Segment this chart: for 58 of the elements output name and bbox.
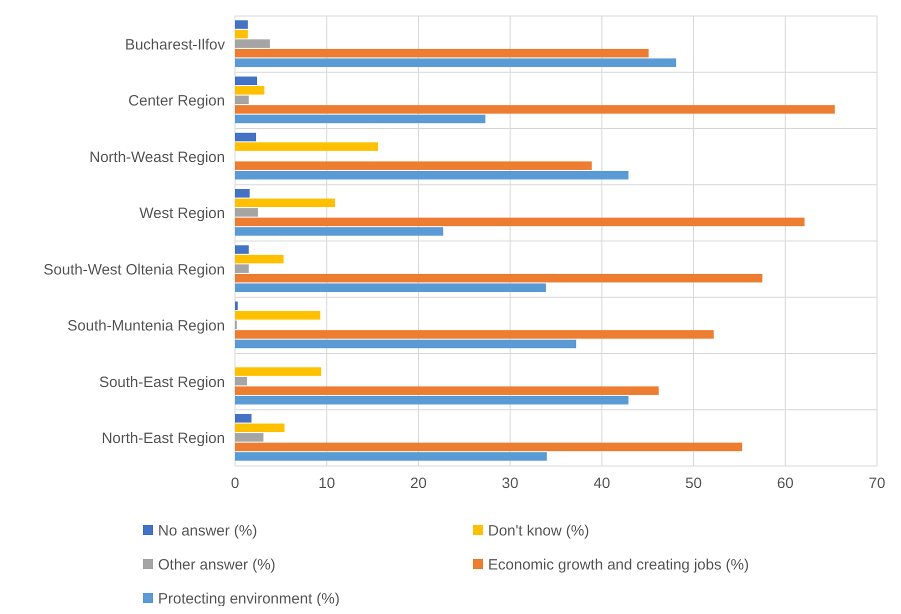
bar — [235, 330, 714, 339]
bar — [235, 274, 762, 282]
bar — [235, 48, 649, 58]
bar — [235, 311, 320, 320]
x-tick-label: 70 — [868, 475, 886, 492]
bar — [235, 96, 249, 104]
legend-label: Economic growth and creating jobs (%) — [488, 556, 749, 574]
bar — [235, 20, 248, 29]
bar — [235, 424, 285, 432]
bar — [235, 442, 742, 452]
y-tick-label: Bucharest-Ilfov — [124, 36, 226, 54]
bar — [235, 376, 247, 386]
bar — [235, 245, 249, 254]
x-tick-label: 50 — [685, 475, 702, 492]
x-tick-label: 60 — [776, 475, 794, 492]
bar — [235, 433, 264, 442]
bar — [235, 386, 659, 395]
bar — [235, 86, 264, 95]
bar — [235, 58, 676, 67]
bar — [235, 218, 805, 226]
bar — [235, 198, 335, 208]
y-tick-label: South-East Region — [99, 374, 225, 391]
y-tick-label: North-East Region — [102, 430, 225, 448]
bar — [235, 227, 444, 236]
bar — [235, 302, 238, 310]
y-tick-label: Center Region — [128, 92, 225, 110]
bar — [235, 340, 576, 348]
x-tick-label: 30 — [502, 475, 518, 492]
y-tick-label: North-Weast Region — [89, 148, 225, 166]
bar — [235, 414, 252, 423]
bar — [235, 39, 270, 48]
bar — [235, 189, 250, 198]
x-tick-label: 0 — [230, 475, 240, 492]
y-tick-label: South-West Oltenia Region — [44, 261, 225, 278]
x-tick-label: 40 — [594, 475, 610, 492]
legend-label: No answer (%) — [158, 522, 258, 540]
bar — [235, 208, 258, 217]
bar — [235, 254, 284, 264]
bar — [235, 76, 258, 86]
legend-label: Don't know (%) — [488, 522, 590, 540]
bar — [235, 142, 378, 151]
y-tick-label: West Region — [139, 205, 225, 222]
bar — [235, 132, 256, 142]
legend-label: Other answer (%) — [158, 556, 276, 574]
bar — [235, 114, 486, 124]
bar — [235, 105, 835, 114]
x-tick-label: 20 — [410, 475, 427, 492]
bar — [235, 283, 546, 292]
y-tick-label: South-Muntenia Region — [67, 318, 225, 335]
bar — [235, 396, 628, 404]
bar — [235, 30, 248, 38]
bar — [235, 161, 592, 170]
bar — [235, 367, 322, 376]
bar — [235, 452, 547, 461]
x-tick-label: 10 — [318, 475, 336, 492]
bar — [235, 170, 628, 180]
bar — [235, 264, 249, 273]
legend-label: Protecting environment (%) — [158, 590, 340, 608]
